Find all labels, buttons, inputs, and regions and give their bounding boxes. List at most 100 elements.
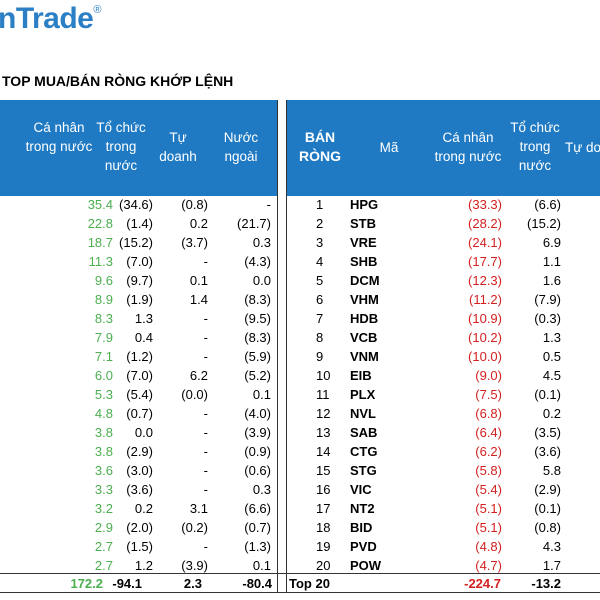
table-cell: (6.2): [475, 444, 502, 459]
table-cell: 0.2: [189, 216, 208, 231]
table-cell: 3.1: [189, 501, 208, 516]
col-header-institution-right: Tổ chức trong nước: [510, 120, 560, 173]
rank-cell: 7: [316, 311, 324, 326]
table-cell: (7.0): [126, 368, 153, 383]
col-header-proprietary: Tự doanh: [159, 130, 197, 164]
table-cell: 1.4: [189, 292, 208, 307]
table-cell: (5.1): [475, 520, 502, 535]
left-total-proprietary: 2.3: [183, 576, 202, 591]
table-cell: 3.8: [94, 425, 113, 440]
table-cell: 3.6: [94, 463, 113, 478]
table-row: 19 PVD (4.8) 4.3: [286, 537, 600, 556]
table-cell: 2.9: [94, 520, 113, 535]
table-cell: (7.9): [534, 292, 561, 307]
table-cell: (6.4): [475, 425, 502, 440]
table-row: 12 NVL (6.8) 0.2: [286, 404, 600, 423]
table-cell: (0.0): [181, 387, 208, 402]
table-row: 3.6 (3.0) - (0.6): [0, 461, 277, 480]
ticker-cell: POW: [350, 558, 382, 573]
table-cell: -: [203, 425, 208, 440]
table-cell: (0.6): [244, 463, 271, 478]
rank-cell: 2: [316, 216, 324, 231]
table-row: 11.3 (7.0) - (4.3): [0, 252, 277, 271]
table-cell: 0.1: [252, 387, 271, 402]
table-row: 3 VRE (24.1) 6.9: [286, 233, 600, 252]
rank-cell: 16: [316, 482, 331, 497]
table-cell: (0.1): [534, 387, 561, 402]
ticker-cell: VRE: [350, 235, 377, 250]
table-row: 3.3 (3.6) - 0.3: [0, 480, 277, 499]
ticker-cell: STB: [350, 216, 376, 231]
col-header-ticker: Mã: [379, 140, 399, 155]
left-total-individual: 172.2: [70, 576, 103, 591]
ticker-cell: SHB: [350, 254, 378, 269]
table-cell: -: [203, 444, 208, 459]
table-row: 6.0 (7.0) 6.2 (5.2): [0, 366, 277, 385]
table-cell: (0.8): [534, 520, 561, 535]
table-cell: 6.9: [542, 235, 561, 250]
table-cell: 8.3: [94, 311, 113, 326]
ticker-cell: VNM: [350, 349, 379, 364]
table-cell: 11.3: [88, 254, 113, 269]
table-row: 6 VHM (11.2) (7.9): [286, 290, 600, 309]
table-cell: -: [203, 311, 208, 326]
table-cell: (1.3): [244, 539, 271, 554]
table-cell: 4.3: [542, 539, 561, 554]
table-row: 2.7 (1.5) - (1.3): [0, 537, 277, 556]
table-cell: (6.6): [534, 197, 561, 212]
table-cell: (4.8): [475, 539, 502, 554]
table-cell: (0.7): [126, 406, 153, 421]
ticker-cell: NVL: [350, 406, 376, 421]
table-cell: (5.1): [475, 501, 502, 516]
table-cell: 2.7: [94, 558, 113, 573]
table-row: 20 POW (4.7) 1.7: [286, 556, 600, 575]
table-cell: 4.8: [94, 406, 113, 421]
table-cell: (6.6): [244, 501, 271, 516]
table-row: 14 CTG (6.2) (3.6): [286, 442, 600, 461]
right-totals-label: Top 20: [289, 576, 330, 591]
table-row: 13 SAB (6.4) (3.5): [286, 423, 600, 442]
ticker-cell: PLX: [350, 387, 376, 402]
rank-cell: 17: [316, 501, 331, 516]
table-cell: (3.6): [126, 482, 153, 497]
table-cell: 1.7: [542, 558, 561, 573]
table-cell: (17.7): [468, 254, 502, 269]
table-row: 5.3 (5.4) (0.0) 0.1: [0, 385, 277, 404]
right-total-individual: -224.7: [464, 576, 501, 591]
table-cell: (1.5): [126, 539, 153, 554]
table-cell: (5.4): [126, 387, 153, 402]
ticker-cell: CTG: [350, 444, 378, 459]
table-cell: (24.1): [468, 235, 502, 250]
table-cell: 9.6: [94, 273, 113, 288]
table-row: 9 VNM (10.0) 0.5: [286, 347, 600, 366]
table-cell: -: [266, 197, 271, 212]
table-cell: (15.2): [527, 216, 561, 231]
table-cell: -: [203, 330, 208, 345]
table-cell: (34.6): [119, 197, 153, 212]
table-cell: 1.2: [134, 558, 153, 573]
table-row: 9.6 (9.7) 0.1 0.0: [0, 271, 277, 290]
table-cell: 3.3: [94, 482, 113, 497]
brand-logo: nTrade®: [0, 2, 101, 36]
table-row: 15 STG (5.8) 5.8: [286, 461, 600, 480]
table-cell: (7.0): [126, 254, 153, 269]
table-cell: 0.3: [252, 235, 271, 250]
table-cell: -: [203, 254, 208, 269]
table-cell: (10.0): [468, 349, 502, 364]
rank-cell: 5: [316, 273, 324, 288]
table-row: 18.7 (15.2) (3.7) 0.3: [0, 233, 277, 252]
table-row: 8.9 (1.9) 1.4 (8.3): [0, 290, 277, 309]
table-cell: 6.2: [189, 368, 208, 383]
table-cell: -: [203, 349, 208, 364]
table-cell: (3.7): [181, 235, 208, 250]
table-cell: (1.2): [126, 349, 153, 364]
table-cell: (4.3): [244, 254, 271, 269]
table-row: 8 VCB (10.2) 1.3: [286, 328, 600, 347]
table-cell: (9.5): [244, 311, 271, 326]
table-row: 4 SHB (17.7) 1.1: [286, 252, 600, 271]
table-row: 7.9 0.4 - (8.3): [0, 328, 277, 347]
table-cell: 3.8: [94, 444, 113, 459]
ticker-cell: SAB: [350, 425, 378, 440]
table-cell: (3.9): [244, 425, 271, 440]
totals-top-border: [0, 573, 600, 574]
